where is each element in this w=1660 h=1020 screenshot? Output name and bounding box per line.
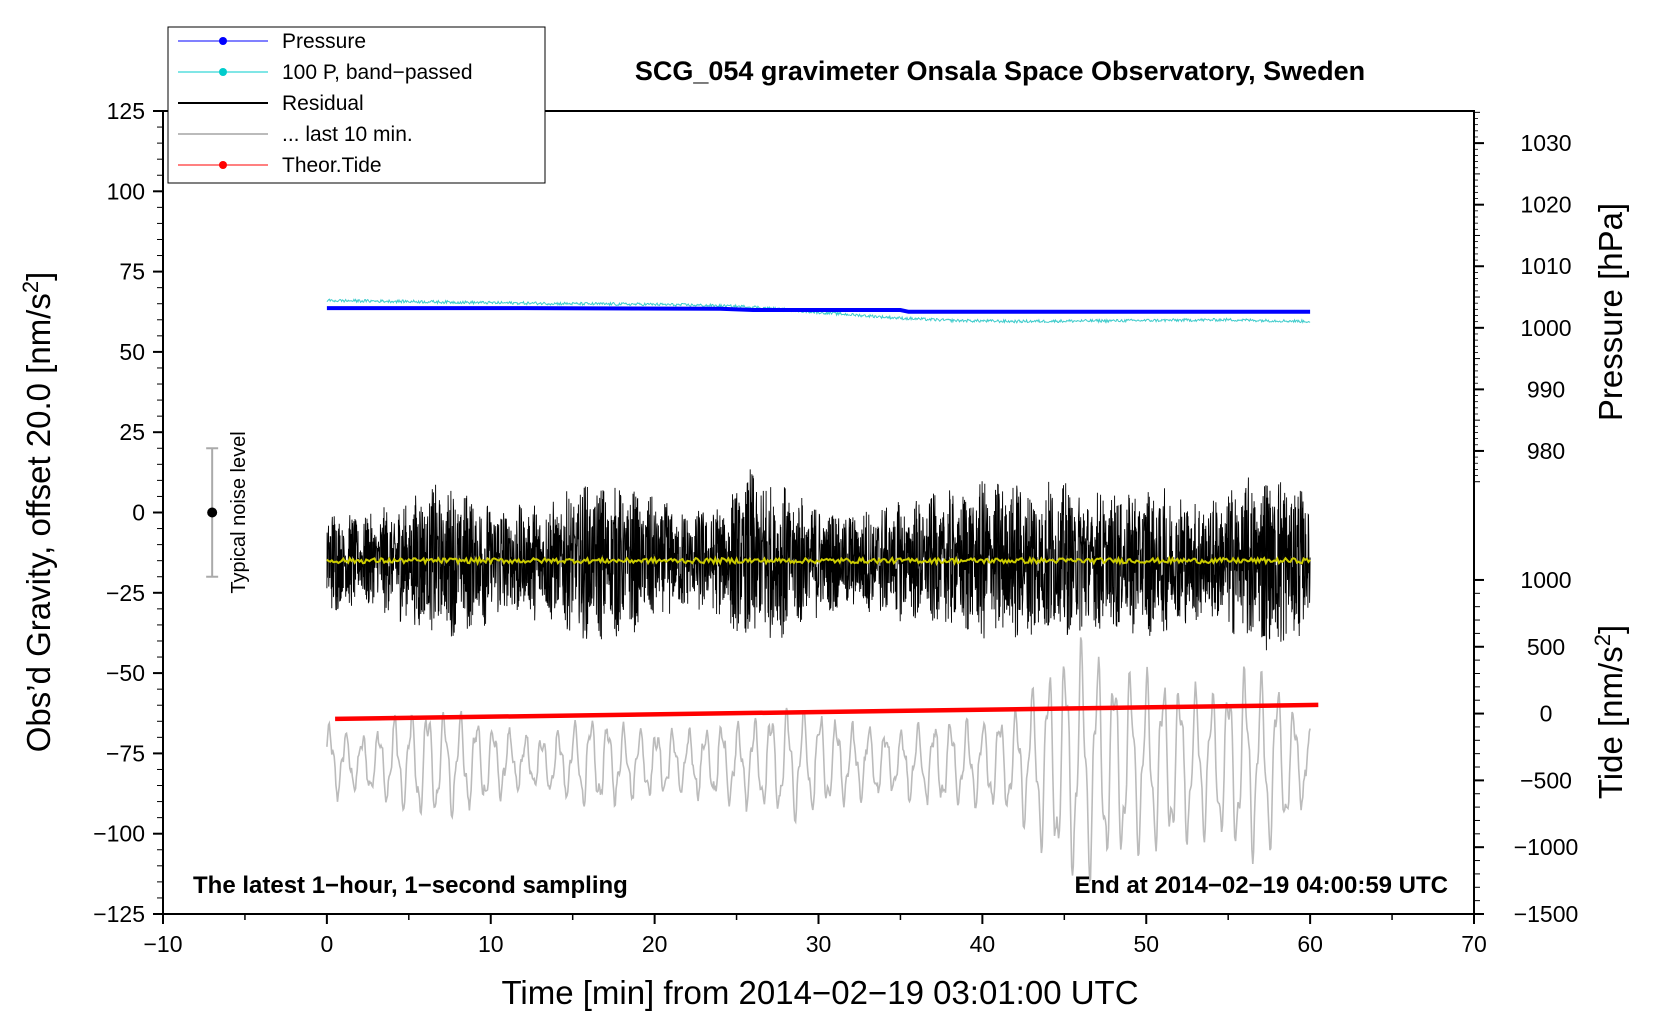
- y-tick-label: −100: [93, 821, 145, 847]
- y-axis-label-gravity-end: ]: [20, 272, 57, 281]
- legend-marker: [219, 37, 227, 45]
- x-tick-label: 0: [320, 931, 333, 957]
- y-axis-label-pressure: Pressure [hPa]: [1592, 203, 1629, 421]
- legend-label: ... last 10 min.: [282, 123, 413, 146]
- y-axis-tide: 1000 500 0 −500 −1000 −1500: [1474, 567, 1578, 927]
- pressure-tick-label: 1030: [1520, 130, 1571, 156]
- series-layer: [326, 298, 1319, 883]
- x-tick-label: 50: [1133, 931, 1159, 957]
- tide-tick-label: 500: [1527, 634, 1565, 660]
- tide-tick-label: −1500: [1514, 901, 1579, 927]
- series-pressure-bandpassed: [326, 298, 1311, 324]
- y-tick-label: −75: [106, 740, 145, 766]
- y-axis-label-tide-main: Tide [nm/s: [1592, 646, 1629, 799]
- series-theor-tide: [335, 702, 1319, 722]
- y-axis-label-gravity-sup: 2: [18, 281, 43, 293]
- y-axis-label-tide-end: ]: [1592, 625, 1629, 634]
- tide-tick-label: −500: [1520, 767, 1572, 793]
- series-residual-smoothed: [326, 555, 1311, 567]
- series-pressure: [326, 306, 1311, 314]
- legend-label: Residual: [282, 92, 364, 115]
- pressure-tick-label: 1010: [1520, 253, 1571, 279]
- plot-frame: [162, 110, 1475, 915]
- pressure-tick-label: 980: [1527, 438, 1565, 464]
- y-axis-label-tide: Tide [nm/s2]: [1590, 625, 1629, 799]
- pressure-tick-label: 1020: [1520, 192, 1571, 218]
- y-tick-label: 100: [107, 178, 145, 204]
- y-axis-label-gravity-main: Obs’d Gravity, offset 20.0 [nm/s: [20, 293, 57, 752]
- y-tick-label: 75: [119, 259, 145, 285]
- x-axis: −10 0 10 20 30 40 50 60 70: [143, 914, 1487, 957]
- noise-indicator: Typical noise level: [206, 431, 250, 594]
- y-axis-label-tide-sup: 2: [1590, 634, 1615, 646]
- chart-title: SCG_054 gravimeter Onsala Space Observat…: [635, 56, 1365, 86]
- y-tick-label: 25: [119, 419, 145, 445]
- tide-tick-label: 1000: [1520, 567, 1571, 593]
- x-tick-label: 10: [478, 931, 504, 957]
- x-axis-label: Time [min] from 2014−02−19 03:01:00 UTC: [501, 974, 1138, 1011]
- legend-box: [167, 26, 546, 184]
- noise-label: Typical noise level: [228, 431, 250, 593]
- legend-marker: [219, 68, 227, 76]
- series-residual: [326, 469, 1311, 651]
- tide-tick-label: 0: [1540, 701, 1553, 727]
- y-axis-label-gravity: Obs’d Gravity, offset 20.0 [nm/s2]: [18, 272, 57, 753]
- legend-marker: [219, 161, 227, 169]
- x-tick-label: 30: [806, 931, 832, 957]
- legend: Pressure 100 P, band−passed Residual ... la…: [167, 26, 546, 184]
- y-axis-pressure: 1030 1020 1010 1000 990 980: [1474, 111, 1572, 483]
- x-tick-label: −10: [143, 931, 182, 957]
- y-tick-label: −25: [106, 580, 145, 606]
- pressure-tick-label: 1000: [1520, 315, 1571, 341]
- y-tick-label: 50: [119, 339, 145, 365]
- legend-label: 100 P, band−passed: [282, 61, 473, 84]
- y-tick-label: 0: [132, 500, 145, 526]
- annotation-sampling: The latest 1−hour, 1−second sampling: [193, 872, 628, 899]
- annotation-end-time: End at 2014−02−19 04:00:59 UTC: [1074, 872, 1448, 899]
- x-tick-label: 40: [970, 931, 996, 957]
- tide-tick-label: −1000: [1514, 834, 1579, 860]
- legend-label: Pressure: [282, 30, 366, 53]
- y-tick-label: −50: [106, 660, 145, 686]
- x-tick-label: 70: [1461, 931, 1487, 957]
- x-tick-label: 20: [642, 931, 668, 957]
- y-axis-gravity: 125 100 75 50 25 0 −25 −50 −75 −100 −125: [93, 98, 163, 927]
- x-tick-label: 60: [1297, 931, 1323, 957]
- noise-center-dot: [207, 507, 218, 518]
- series-last-10-min: [326, 637, 1311, 883]
- pressure-tick-label: 990: [1527, 376, 1565, 402]
- legend-label: Theor.Tide: [282, 154, 382, 177]
- y-tick-label: −125: [93, 901, 145, 927]
- y-tick-label: 125: [107, 98, 145, 124]
